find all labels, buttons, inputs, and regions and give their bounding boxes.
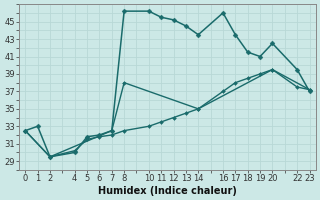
X-axis label: Humidex (Indice chaleur): Humidex (Indice chaleur)	[98, 186, 237, 196]
